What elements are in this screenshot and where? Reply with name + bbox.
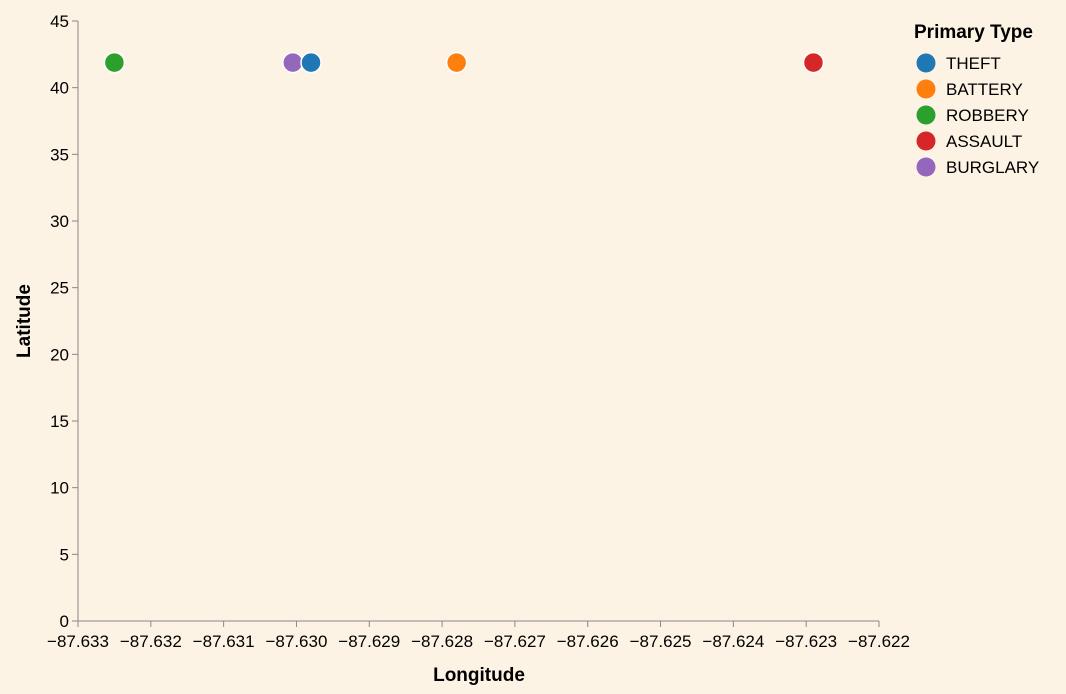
x-tick-label: −87.629 [338,632,400,651]
legend-swatch-robbery [916,105,936,125]
data-points [103,51,825,74]
point-theft [300,51,322,74]
y-tick-label: 10 [50,479,69,498]
legend-swatch-battery [916,79,936,99]
y-tick-label: 0 [60,612,69,631]
y-tick-label: 35 [50,145,69,164]
x-tick-label: −87.625 [630,632,692,651]
x-tick-label: −87.631 [193,632,255,651]
legend-label-theft: THEFT [946,54,1001,73]
legend-label-assault: ASSAULT [946,132,1022,151]
point-battery [445,51,468,74]
y-tick-label: 30 [50,212,69,231]
legend-swatch-theft [916,53,936,73]
y-tick-label: 40 [50,79,69,98]
legend-swatch-assault [916,131,936,151]
y-tick-label: 5 [60,545,69,564]
x-tick-label: −87.630 [265,632,327,651]
point-burglary [282,51,304,74]
legend-title: Primary Type [914,22,1033,43]
x-tick-label: −87.626 [557,632,619,651]
y-tick-label: 20 [50,345,69,364]
x-axis: −87.633 −87.632 −87.631 −87.630 −87.629 −87.6… [47,620,910,651]
legend-label-robbery: ROBBERY [946,106,1029,125]
y-tick-label: 25 [50,279,69,298]
point-assault [802,51,825,74]
x-tick-label: −87.628 [411,632,473,651]
legend-swatch-burglary [916,157,936,177]
x-tick-label: −87.624 [702,632,764,651]
y-tick-label: 15 [50,412,69,431]
x-tick-label: −87.622 [848,632,910,651]
x-tick-label: −87.627 [484,632,546,651]
legend: Primary Type THEFT BATTERY ROBBERY ASSAULT B… [914,22,1039,177]
point-robbery [103,51,126,74]
y-axis: 0 5 10 15 20 25 30 35 40 45 [50,12,79,631]
x-tick-label: −87.633 [47,632,109,651]
x-tick-label: −87.623 [775,632,837,651]
x-tick-label: −87.632 [120,632,182,651]
y-tick-label: 45 [50,12,69,31]
x-axis-title: Longitude [433,665,525,686]
legend-label-burglary: BURGLARY [946,158,1039,177]
legend-label-battery: BATTERY [946,80,1023,99]
y-axis-title: Latitude [14,284,35,358]
